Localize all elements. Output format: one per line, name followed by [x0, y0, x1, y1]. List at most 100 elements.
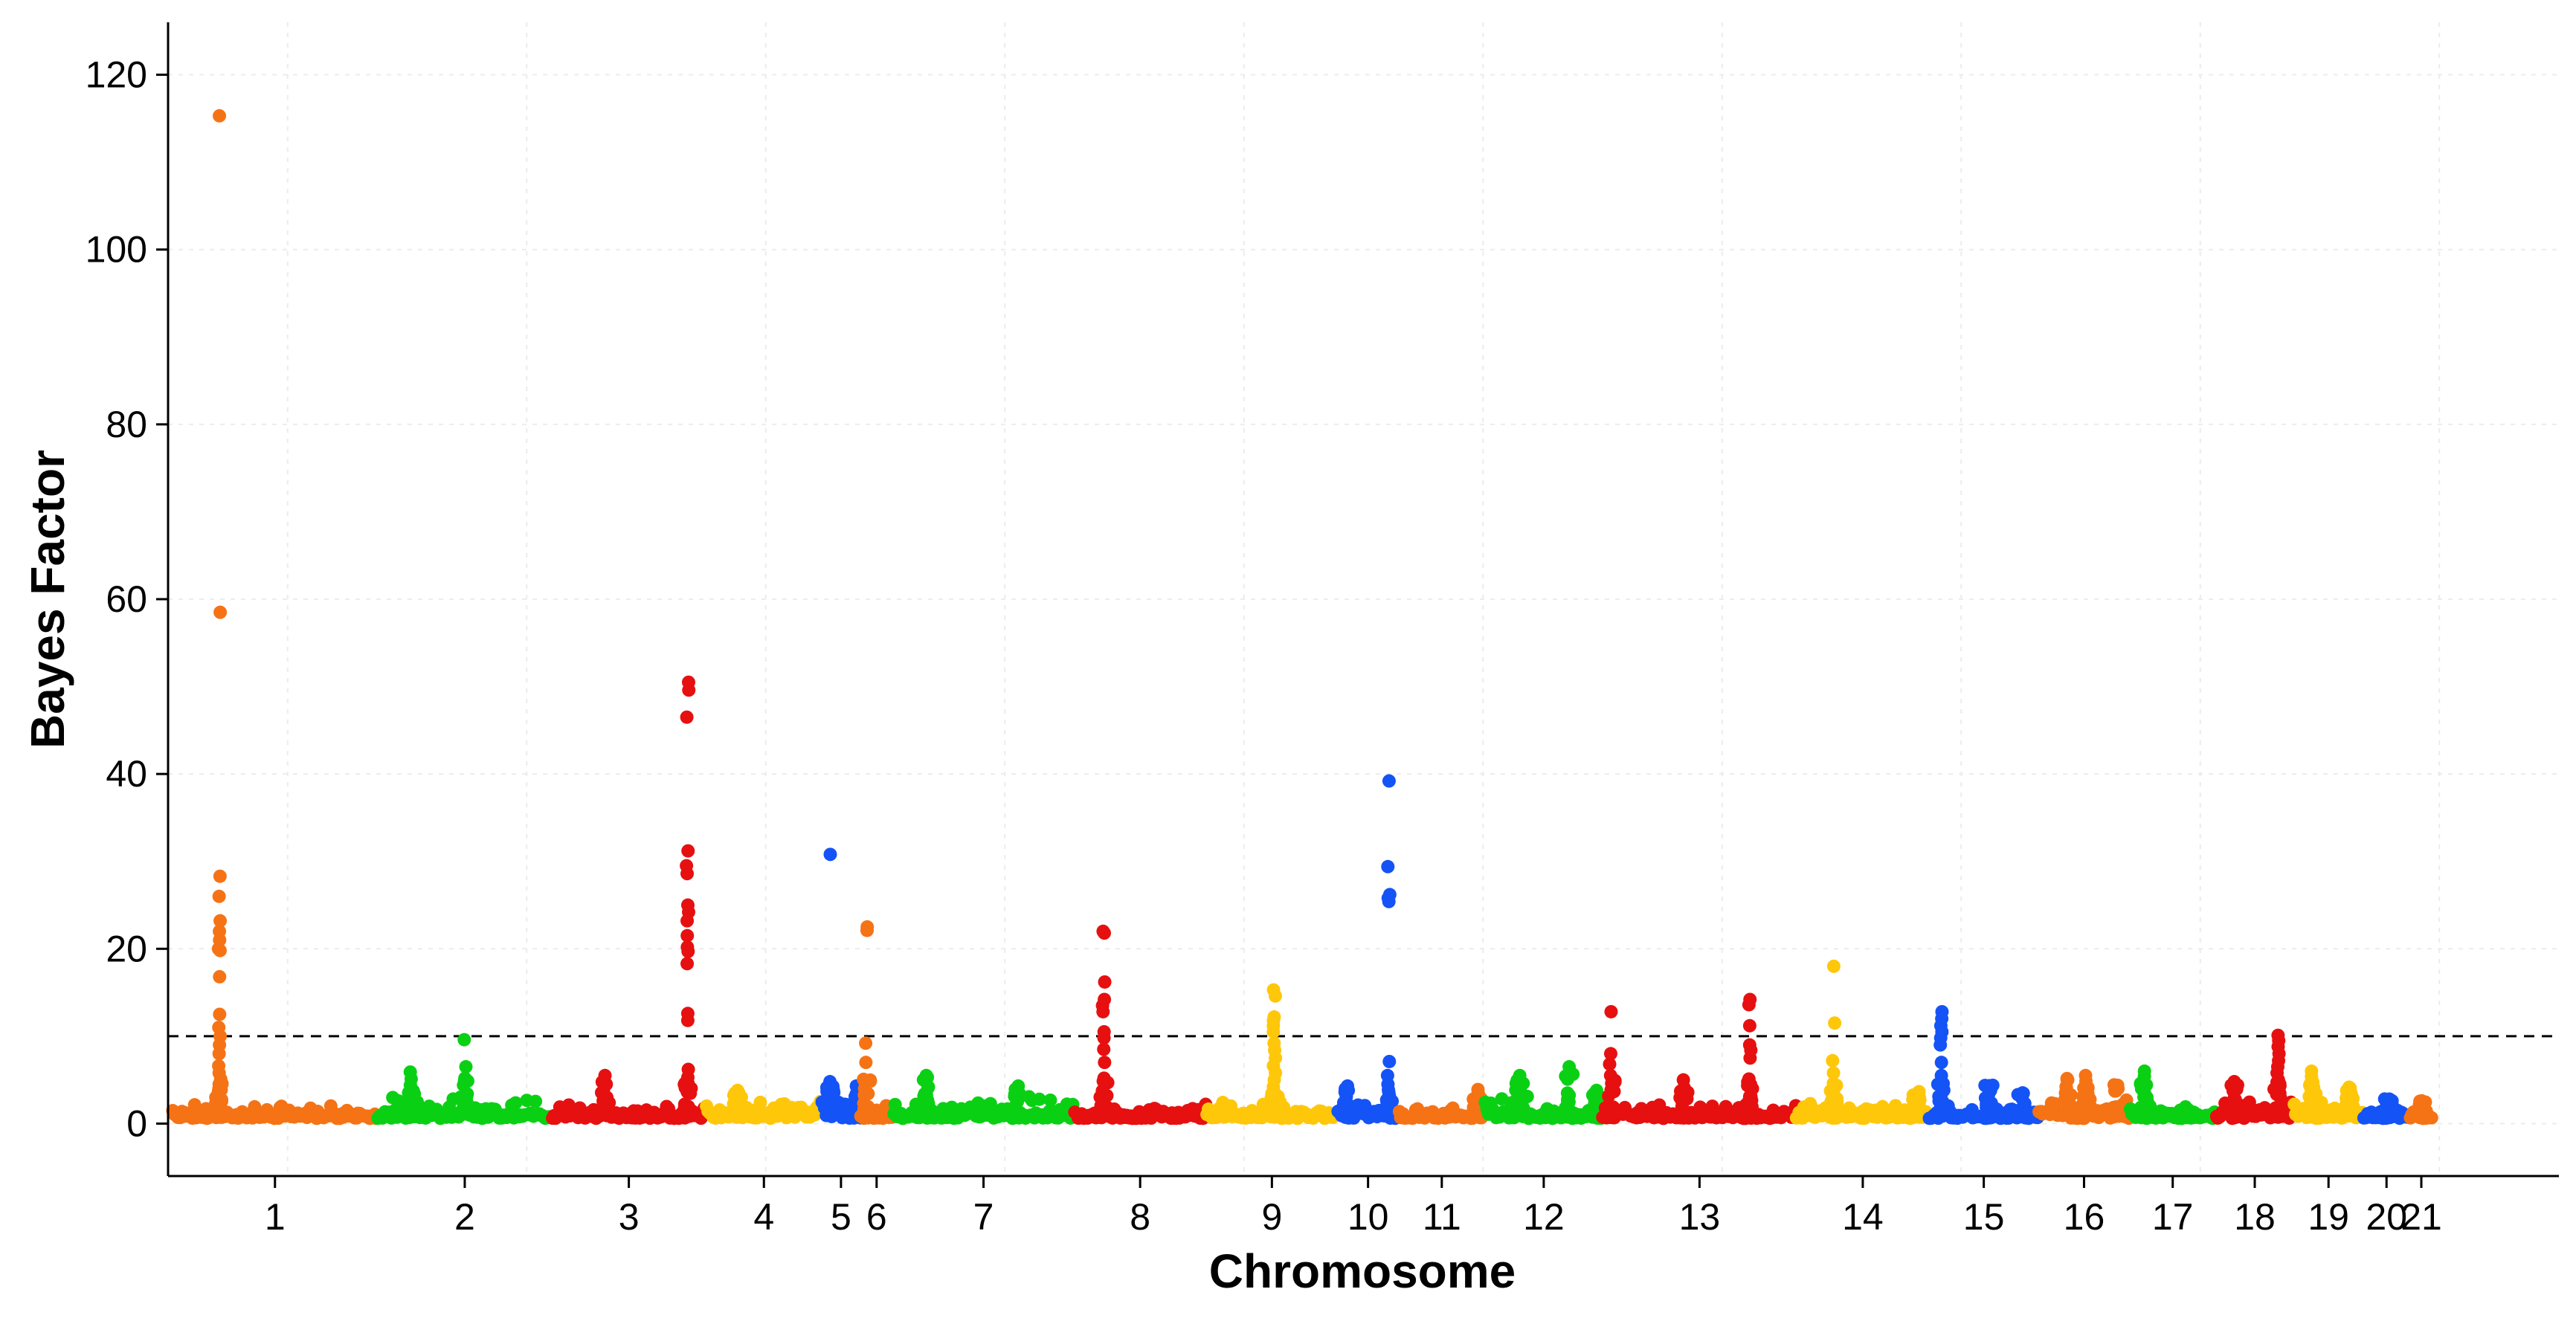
peak-point: [680, 914, 695, 928]
x-tick-label: 2: [454, 1196, 475, 1238]
x-tick-label: 4: [753, 1196, 774, 1238]
peak-point: [682, 683, 696, 697]
y-tick-label: 120: [86, 54, 147, 96]
peak-point: [213, 1007, 227, 1021]
peak-point: [213, 969, 227, 984]
peak-point: [457, 1033, 471, 1047]
peak-point: [213, 869, 227, 883]
data-point: [509, 1096, 523, 1110]
x-tick-label: 5: [831, 1196, 851, 1238]
x-tick-label: 11: [1423, 1196, 1461, 1238]
peak-point: [1382, 1085, 1396, 1099]
data-point: [1043, 1093, 1057, 1107]
data-point: [2224, 1104, 2238, 1118]
peak-point: [1098, 1077, 1112, 1091]
y-tick-label: 100: [86, 229, 147, 271]
peak-point: [212, 1082, 226, 1096]
data-point: [1343, 1108, 1357, 1123]
chromosome-18-points: [2209, 1028, 2300, 1125]
data-point: [1932, 1109, 1946, 1123]
peak-point: [1981, 1082, 1995, 1096]
peak-point: [1743, 1051, 1757, 1065]
peak-point: [1382, 774, 1396, 788]
data-point: [401, 1099, 415, 1114]
peak-point: [212, 889, 226, 903]
data-point: [1980, 1111, 1994, 1125]
peak-point: [2061, 1073, 2075, 1087]
data-point: [2012, 1103, 2026, 1117]
data-point: [1602, 1103, 1616, 1117]
peak-point: [1742, 1080, 1756, 1094]
peak-point: [2078, 1068, 2093, 1082]
peak-point: [1603, 1057, 1617, 1071]
peak-point: [2137, 1076, 2151, 1091]
data-point: [1011, 1111, 1025, 1125]
data-point: [1266, 1105, 1280, 1120]
peak-point: [2306, 1076, 2320, 1091]
peak-point: [1097, 926, 1111, 940]
peak-point: [459, 1060, 473, 1074]
data-point: [1516, 1094, 1530, 1108]
y-tick-label: 60: [106, 578, 147, 620]
data-point: [983, 1096, 997, 1111]
x-tick-label: 18: [2234, 1196, 2276, 1238]
peak-point: [1933, 1038, 1948, 1052]
x-tick-label: 17: [2152, 1196, 2194, 1238]
chromosome-6-points: [854, 920, 899, 1125]
data-point: [1032, 1092, 1046, 1106]
chromosome-15-points: [1922, 1004, 2044, 1125]
data-points: [166, 109, 2438, 1125]
data-point: [919, 1104, 933, 1118]
peak-point: [2343, 1085, 2357, 1099]
peak-point: [2111, 1082, 2125, 1096]
peak-point: [1826, 959, 1841, 973]
peak-point: [1342, 1083, 1356, 1097]
peak-point: [681, 844, 695, 858]
chromosome-10-points: [1331, 774, 1405, 1125]
peak-point: [919, 1075, 933, 1089]
chromosome-13-points: [1596, 992, 1803, 1125]
x-axis-title: Chromosome: [1209, 1244, 1516, 1298]
x-tick-label: 3: [619, 1196, 640, 1238]
y-tick-label: 80: [106, 404, 147, 445]
chromosome-12-points: [1478, 1060, 1609, 1125]
data-point: [210, 1109, 224, 1123]
chromosome-11-points: [1392, 1082, 1490, 1125]
data-point: [1913, 1102, 1928, 1116]
peak-point: [1605, 1076, 1619, 1091]
data-point: [1829, 1111, 1844, 1125]
peak-point: [859, 1036, 873, 1050]
data-point: [2081, 1082, 2095, 1096]
chromosome-8-points: [1068, 924, 1213, 1125]
peak-point: [403, 1078, 417, 1092]
data-point: [1982, 1100, 1996, 1114]
peak-point: [1096, 1004, 1110, 1018]
x-tick-label: 20: [2366, 1196, 2407, 1238]
x-tick-label: 12: [1523, 1196, 1565, 1238]
x-tick-label: 16: [2064, 1196, 2105, 1238]
data-point: [460, 1090, 474, 1104]
peak-point: [1826, 1083, 1841, 1097]
peak-point: [457, 1078, 471, 1092]
peak-point: [859, 1056, 873, 1070]
chromosome-16-points: [2032, 1068, 2136, 1125]
peak-point: [1268, 989, 1282, 1003]
peak-point: [1513, 1076, 1527, 1090]
x-tick-label: 21: [2400, 1196, 2442, 1238]
chromosome-17-points: [2123, 1064, 2222, 1125]
data-point: [1826, 1096, 1840, 1111]
peak-point: [1934, 1068, 1948, 1082]
x-tick-label: 19: [2308, 1196, 2349, 1238]
chromosome-2-points: [371, 1033, 557, 1125]
x-tick-label: 14: [1842, 1196, 1884, 1238]
grid-lines: [168, 22, 2559, 1176]
x-tick-label: 15: [1963, 1196, 2005, 1238]
peak-point: [213, 605, 228, 619]
chromosome-14-points: [1789, 959, 1935, 1125]
peak-point: [823, 847, 837, 862]
y-tick-label: 0: [126, 1102, 147, 1144]
data-point: [2062, 1101, 2076, 1115]
data-point: [215, 1093, 229, 1107]
